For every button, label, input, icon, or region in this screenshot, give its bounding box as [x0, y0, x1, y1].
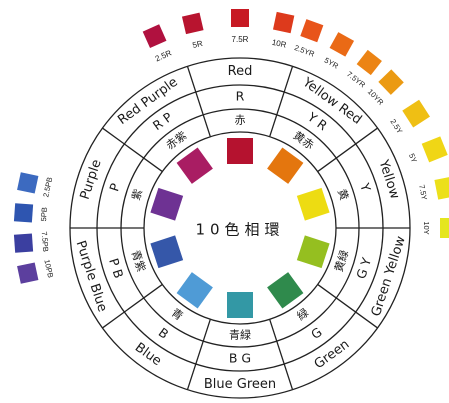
scale-chip-7-5y [434, 176, 449, 200]
scale-label-7-5pb: 7.5PB [40, 231, 50, 252]
scale-label-10y: 10Y [422, 221, 431, 234]
code-label-blue-green: B G [229, 351, 251, 366]
scale-label-5y: 5Y [407, 152, 419, 164]
color-chip-yellow-red [267, 147, 304, 184]
outer-label-blue: Blue [132, 340, 164, 369]
code-label-purple: P [106, 181, 123, 193]
scale-label-7-5y: 7.5Y [417, 184, 429, 201]
scale-chip-10y [440, 218, 449, 238]
scale-label-5yr: 5YR [323, 56, 341, 71]
color-chip-green [267, 272, 304, 309]
sector-divider [186, 66, 211, 137]
kanji-label-purple-blue: 青紫 [129, 249, 148, 274]
code-label-red-purple: R P [150, 109, 176, 133]
scale-label-2-5r: 2.5R [154, 48, 173, 63]
code-label-red: R [236, 89, 245, 104]
kanji-label-green: 緑 [294, 305, 311, 323]
sector-divider [317, 283, 378, 329]
kanji-label-purple: 紫 [129, 187, 145, 201]
sector-divider [102, 127, 163, 173]
purple-blue-scale-strip: 10PB 7.5PB 5PB 2.5PB [13, 172, 55, 284]
kanji-label-blue: 青 [169, 306, 186, 323]
sector-divider [186, 319, 211, 390]
scale-label-2-5pb: 2.5PB [41, 176, 54, 198]
sector-divider [269, 66, 294, 137]
scale-label-7-5r: 7.5R [232, 35, 249, 44]
code-label-yellow: Y [357, 180, 374, 193]
outer-label-blue-green: Blue Green [204, 377, 276, 392]
color-chip-red [227, 138, 253, 164]
wheel-title: 10色相環 [195, 221, 284, 239]
sector-divider [317, 127, 378, 173]
outer-label-red: Red [228, 64, 253, 79]
scale-chip-10r [272, 11, 295, 34]
scale-chip-5yr [329, 32, 355, 57]
scale-chip-2-5yr [300, 19, 324, 43]
code-label-green-yellow: G Y [353, 255, 374, 280]
scale-label-10pb: 10PB [42, 259, 55, 279]
code-label-green: G [308, 324, 325, 342]
scale-chip-5r [181, 12, 204, 35]
scale-chip-2-5y [402, 99, 430, 128]
outer-label-purple-blue: Purple Blue [73, 239, 110, 314]
scale-chip-10pb [17, 262, 39, 284]
scale-label-2-5y: 2.5Y [388, 117, 404, 135]
color-chip-yellow [296, 187, 330, 221]
scale-label-5r: 5R [192, 39, 204, 50]
red-scale-strip: 2.5R 5R 7.5R 10R [142, 9, 295, 63]
hue-rings [69, 57, 411, 399]
sector-divider [102, 283, 163, 329]
kanji-label-green-yellow: 黄緑 [331, 248, 351, 273]
outer-label-green: Green [312, 337, 353, 372]
scale-chip-5y [421, 136, 448, 163]
scale-label-10yr: 10YR [366, 87, 386, 107]
color-chip-red-purple [176, 147, 213, 184]
scale-label-7-5yr: 7.5YR [345, 69, 367, 89]
scale-chip-2-5pb [17, 172, 39, 194]
color-chip-purple-blue [150, 235, 184, 269]
kanji-label-blue-green: 青緑 [229, 328, 251, 342]
kanji-label-yellow: 黄 [335, 187, 352, 202]
color-chip-blue-green [227, 292, 253, 318]
scale-label-10r: 10R [271, 38, 287, 50]
hue-chips [150, 138, 330, 318]
color-chip-green-yellow [296, 235, 330, 269]
sector-divider [269, 319, 294, 390]
scale-chip-7-5r [231, 9, 249, 27]
color-chip-blue [176, 272, 213, 309]
scale-chip-7-5pb [13, 233, 34, 253]
code-label-blue: B [156, 325, 172, 342]
scale-chip-10yr [378, 69, 404, 95]
color-chip-purple [150, 187, 184, 221]
kanji-label-red: 赤 [235, 114, 246, 127]
code-label-purple-blue: P B [106, 256, 126, 280]
scale-chip-5pb [13, 203, 34, 223]
scale-label-2-5yr: 2.5YR [293, 43, 316, 59]
yellow-scale-strip: 2.5Y 5Y 7.5Y 10Y [388, 99, 449, 238]
scale-label-5pb: 5PB [39, 207, 49, 222]
scale-chip-7-5yr [356, 49, 382, 76]
scale-chip-2-5r [142, 24, 167, 49]
